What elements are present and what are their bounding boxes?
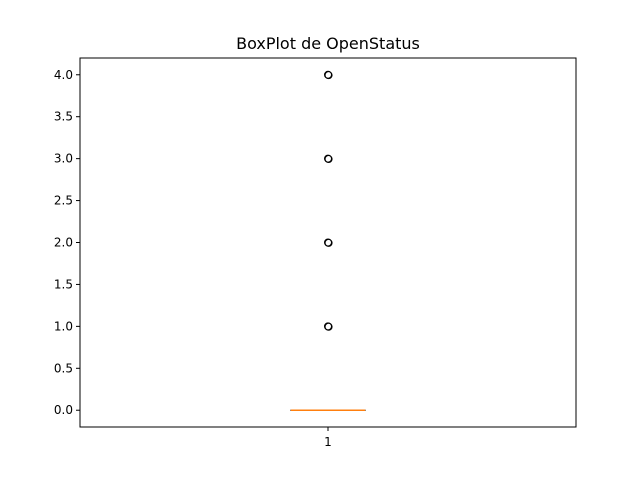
plot-frame [79, 57, 577, 428]
y-tick-label: 3.0 [54, 152, 73, 166]
y-tick-label: 4.0 [54, 68, 73, 82]
y-tick-label: 3.5 [54, 110, 73, 124]
chart-title: BoxPlot de OpenStatus [236, 34, 420, 53]
x-tick-label: 1 [324, 435, 332, 449]
outlier-point [324, 71, 333, 80]
y-tick-label: 0.5 [54, 361, 73, 375]
y-tick-label: 1.5 [54, 277, 73, 291]
y-tick-label: 2.0 [54, 236, 73, 250]
y-tick-label: 0.0 [54, 403, 73, 417]
outlier-point [324, 155, 333, 164]
y-tick-label: 2.5 [54, 194, 73, 208]
outlier-point [324, 322, 333, 331]
y-tick-label: 1.0 [54, 319, 73, 333]
outlier-point [324, 238, 333, 247]
